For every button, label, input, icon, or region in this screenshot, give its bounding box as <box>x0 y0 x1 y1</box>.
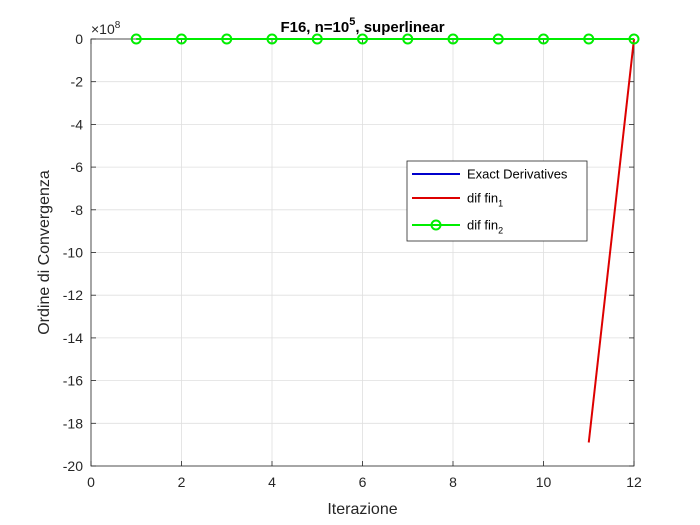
axis-ticks: 0 2 4 6 8 10 120-2-4-6-8-10-12-14-16-18-20 <box>63 31 642 490</box>
y-tick-label: -2 <box>71 74 84 90</box>
series-2 <box>587 38 635 443</box>
data-point <box>311 33 323 45</box>
x-tick-label: 10 <box>536 474 552 490</box>
legend-item-2: dif fin1 <box>412 191 503 209</box>
x-tick-label: 4 <box>268 474 276 490</box>
data-point <box>538 33 549 45</box>
y-tick-label: -18 <box>63 415 83 431</box>
legend-label-subscript: 2 <box>498 226 503 236</box>
chart-title-base: F16, n=10 <box>280 19 349 36</box>
x-tick-label: 6 <box>359 474 367 490</box>
y-tick-label: -8 <box>71 202 84 218</box>
y-tick-label: -14 <box>63 330 83 346</box>
data-point <box>266 33 278 45</box>
series-3 <box>130 33 640 45</box>
y-exponent-label: ×108 <box>91 20 121 37</box>
y-exponent-prefix: ×10 <box>91 21 115 37</box>
y-tick-label: -16 <box>63 373 83 389</box>
legend-item-3: dif fin2 <box>412 218 503 236</box>
x-tick-label: 0 <box>87 474 95 490</box>
legend-label-base: dif fin <box>467 191 498 206</box>
legend-label-base: Exact Derivatives <box>467 167 568 182</box>
data-point <box>176 33 187 45</box>
legend-item-1: Exact Derivatives <box>412 167 568 182</box>
series <box>130 33 640 443</box>
series-line <box>587 38 635 443</box>
y-exponent-power: 8 <box>115 20 121 31</box>
y-tick-label: 0 <box>75 31 83 47</box>
x-tick-label: 8 <box>449 474 457 490</box>
data-point <box>447 33 459 45</box>
legend-marker <box>430 219 442 231</box>
x-tick-label: 2 <box>178 474 186 490</box>
data-point <box>583 33 595 45</box>
data-point <box>492 33 504 45</box>
legend-label: Exact Derivatives <box>467 167 568 182</box>
data-point <box>628 33 640 45</box>
x-axis-label: Iterazione <box>327 501 397 518</box>
chart-title: F16, n=105, superlinear <box>280 16 444 36</box>
legend-label: dif fin2 <box>467 218 503 236</box>
legend-label-subscript: 1 <box>498 199 503 209</box>
legend-label-base: dif fin <box>467 218 498 233</box>
y-tick-label: -6 <box>71 159 84 175</box>
y-tick-label: -4 <box>71 116 84 132</box>
chart-title-exponent: 5 <box>349 16 355 28</box>
x-tick-label: 12 <box>626 474 642 490</box>
legend-label: dif fin1 <box>467 191 503 209</box>
data-point <box>357 33 368 45</box>
data-point <box>402 33 414 45</box>
y-tick-label: -10 <box>63 245 83 261</box>
y-tick-label: -20 <box>63 458 83 474</box>
y-tick-label: -12 <box>63 287 83 303</box>
chart-title-suffix: , superlinear <box>355 19 444 36</box>
y-axis-label: Ordine di Convergenza <box>36 170 53 335</box>
data-point <box>221 33 233 45</box>
data-point <box>130 33 142 45</box>
